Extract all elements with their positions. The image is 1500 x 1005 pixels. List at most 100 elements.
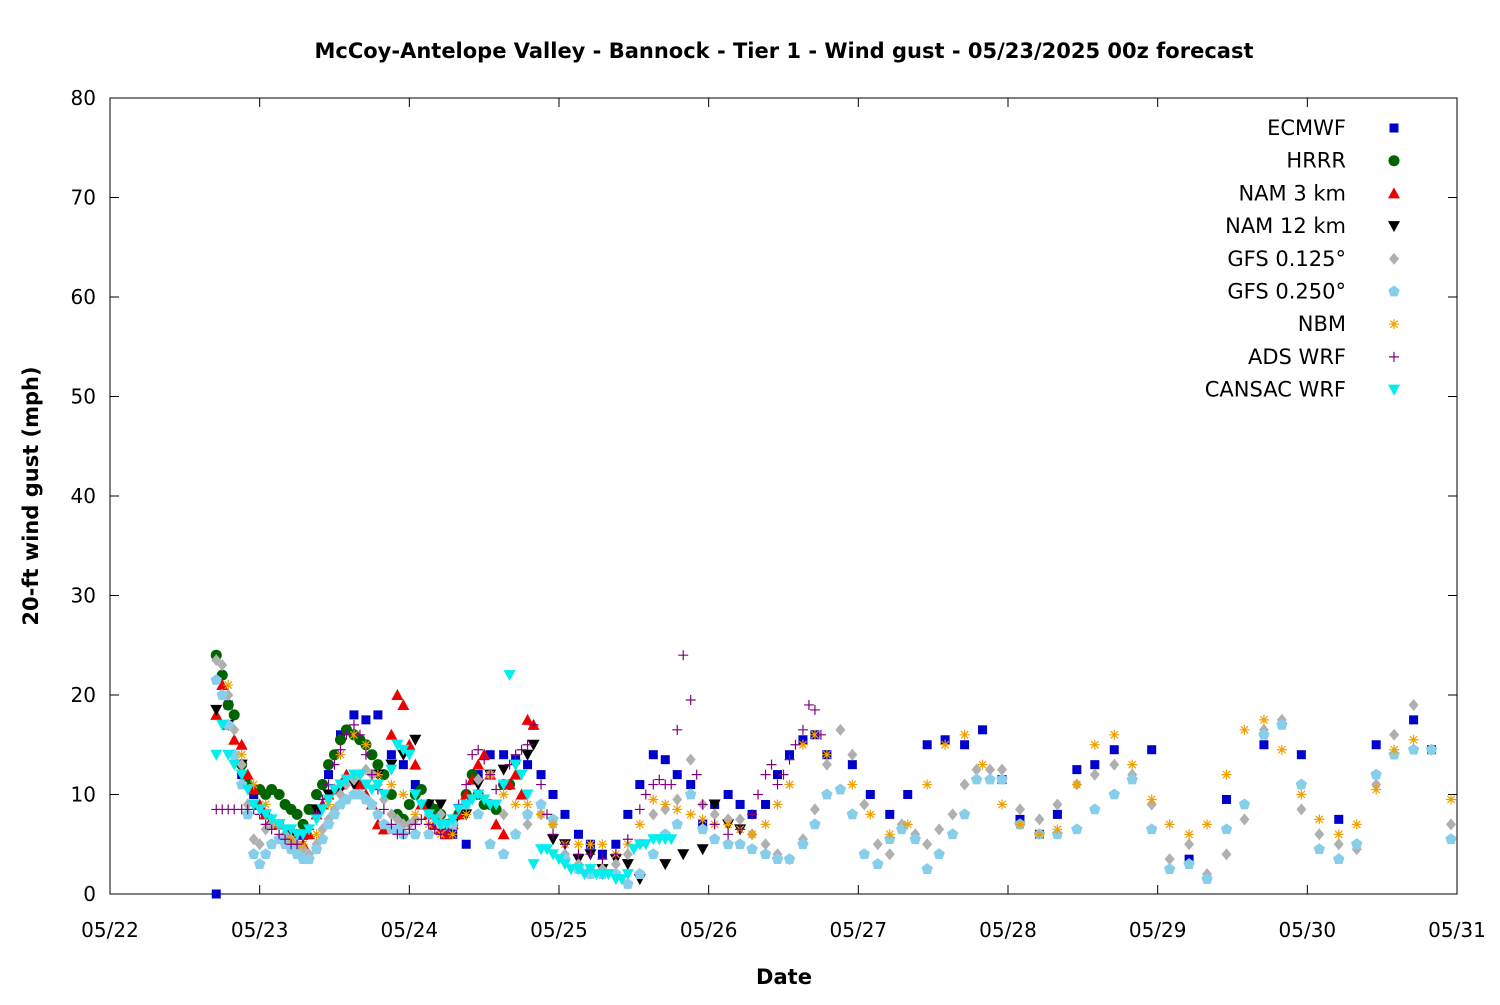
data-point <box>353 778 366 790</box>
x-tick-label: 05/22 <box>81 918 139 942</box>
data-point <box>527 739 540 751</box>
data-point <box>1446 794 1457 805</box>
data-point <box>933 848 945 860</box>
data-point <box>559 839 570 850</box>
data-point <box>902 819 913 830</box>
data-point <box>659 859 672 871</box>
legend-label: NAM 12 km <box>1225 214 1346 238</box>
data-point <box>685 788 697 800</box>
data-point <box>247 848 260 860</box>
legend-marker <box>1388 155 1400 167</box>
data-point <box>1127 759 1138 770</box>
legend-marker <box>1388 187 1400 199</box>
data-point <box>461 779 472 790</box>
data-point <box>515 788 528 800</box>
data-point <box>536 770 546 780</box>
data-point <box>685 694 696 705</box>
data-point <box>1108 788 1120 800</box>
data-point <box>784 779 795 790</box>
data-point <box>410 780 420 790</box>
data-point <box>622 878 634 889</box>
data-point <box>236 758 247 771</box>
data-point <box>484 838 496 850</box>
data-point <box>254 838 265 851</box>
data-point <box>365 784 378 796</box>
data-point <box>235 769 248 781</box>
data-point <box>946 828 959 840</box>
series-gfs-0-250- <box>210 674 1457 889</box>
data-point <box>847 748 858 761</box>
data-point <box>648 779 659 790</box>
data-point <box>578 869 591 881</box>
data-point <box>585 839 596 850</box>
legend-marker <box>1389 123 1399 133</box>
data-point <box>1184 838 1195 851</box>
data-point <box>760 819 771 830</box>
data-point <box>778 769 789 780</box>
data-point <box>621 859 634 871</box>
data-point <box>521 713 534 725</box>
data-point <box>429 824 440 835</box>
data-point <box>497 828 510 840</box>
data-point <box>516 744 527 755</box>
data-point <box>292 839 303 850</box>
data-point <box>672 793 683 806</box>
data-point <box>1445 833 1457 845</box>
data-point <box>372 808 384 820</box>
data-point <box>553 854 565 866</box>
data-point <box>723 829 734 840</box>
data-point <box>783 853 796 865</box>
data-point <box>872 858 884 869</box>
legend-label: ADS WRF <box>1248 345 1346 369</box>
data-point <box>772 799 783 810</box>
data-point <box>677 849 690 861</box>
data-point <box>317 779 329 791</box>
data-point <box>211 889 221 899</box>
data-point <box>265 838 278 850</box>
data-point <box>734 838 746 850</box>
data-point <box>274 829 285 840</box>
data-point <box>259 848 272 860</box>
data-point <box>386 779 397 790</box>
data-point <box>1014 803 1025 816</box>
data-point <box>1222 794 1232 804</box>
data-point <box>815 729 826 740</box>
data-point <box>573 829 583 839</box>
data-point <box>247 799 260 811</box>
y-tick-label: 30 <box>71 584 96 608</box>
data-point <box>322 794 335 806</box>
data-point <box>434 799 447 811</box>
data-point <box>858 848 871 860</box>
data-point <box>1072 765 1082 775</box>
y-tick-label: 80 <box>71 86 96 110</box>
data-point <box>521 749 534 761</box>
data-point <box>409 734 422 746</box>
data-point <box>573 839 584 850</box>
data-point <box>473 744 484 755</box>
data-point <box>1334 814 1344 824</box>
data-point <box>210 674 222 685</box>
data-point <box>222 699 234 711</box>
data-point <box>940 739 951 750</box>
data-point <box>723 790 733 799</box>
data-point <box>865 790 875 799</box>
data-point <box>997 799 1008 810</box>
x-tick-label: 05/23 <box>231 918 289 942</box>
legend-label: NBM <box>1298 312 1346 336</box>
data-point <box>334 779 347 791</box>
data-point <box>947 808 958 821</box>
data-point <box>865 809 876 820</box>
legend-marker <box>1389 319 1399 330</box>
data-point <box>472 789 485 801</box>
data-point <box>1052 809 1062 819</box>
data-point <box>648 808 659 821</box>
data-point <box>672 770 682 780</box>
data-point <box>216 689 228 700</box>
data-point <box>846 808 859 820</box>
data-point <box>1389 728 1400 741</box>
data-point <box>821 788 833 800</box>
data-point <box>397 698 410 710</box>
x-tick-label: 05/25 <box>530 918 588 942</box>
data-point <box>773 770 783 780</box>
x-tick-label: 05/28 <box>979 918 1037 942</box>
